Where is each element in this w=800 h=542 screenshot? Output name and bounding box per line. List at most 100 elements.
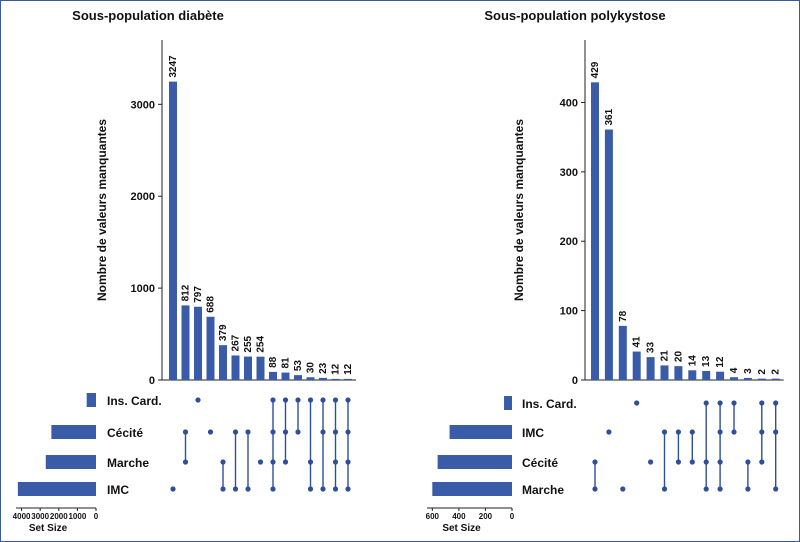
- y-tick-label: 200: [560, 236, 578, 248]
- intersection-bar: [660, 365, 669, 380]
- bar-value-label: 3247: [168, 55, 179, 78]
- intersection-dot: [270, 459, 276, 465]
- set-size-tick-label: 4000: [13, 512, 31, 521]
- bar-value-label: 30: [306, 362, 317, 374]
- intersection-dot: [332, 397, 339, 403]
- intersection-bar: [206, 316, 215, 380]
- intersection-dot: [773, 400, 779, 406]
- intersection-bar: [632, 351, 641, 380]
- intersection-bar: [771, 378, 780, 380]
- intersection-dot: [295, 397, 301, 403]
- bar-value-label: 254: [256, 336, 267, 353]
- intersection-bar: [306, 377, 315, 380]
- bar-value-label: 3: [743, 368, 754, 374]
- intersection-dot: [759, 459, 765, 465]
- intersection-bar: [281, 372, 290, 380]
- bar-value-label: 2: [771, 369, 782, 375]
- set-size-tick-label: 600: [426, 512, 440, 521]
- intersection-dot: [689, 459, 695, 465]
- bar-value-label: 812: [181, 284, 192, 301]
- set-label: Cécité: [522, 456, 558, 470]
- y-tick-label: 0: [149, 375, 155, 387]
- set-size-bar: [17, 482, 96, 496]
- intersection-dot: [717, 429, 723, 435]
- intersection-dot: [332, 486, 339, 492]
- intersection-dot: [345, 459, 351, 465]
- set-size-tick-label: 1000: [68, 512, 86, 521]
- intersection-dot: [220, 459, 226, 465]
- intersection-dot: [282, 459, 289, 465]
- bar-value-label: 14: [687, 355, 698, 367]
- intersection-dot: [675, 459, 682, 465]
- intersection-dot: [745, 459, 751, 465]
- set-label: Ins. Card.: [522, 397, 577, 411]
- bar-value-label: 41: [632, 336, 643, 348]
- bar-value-label: 12: [331, 363, 342, 375]
- intersection-bar: [294, 375, 302, 380]
- intersection-dot: [745, 486, 751, 492]
- set-size-bar: [504, 396, 512, 410]
- set-label: Cécité: [107, 426, 143, 440]
- bar-value-label: 379: [218, 324, 229, 341]
- intersection-dot: [648, 459, 654, 465]
- intersection-dot: [773, 429, 779, 435]
- y-tick-label: 2000: [131, 191, 155, 203]
- intersection-dot: [320, 486, 326, 492]
- bar-value-label: 267: [231, 334, 242, 351]
- bar-value-label: 21: [660, 350, 671, 362]
- set-label: Marche: [522, 483, 564, 497]
- intersection-dot: [307, 397, 314, 403]
- intersection-dot: [170, 486, 176, 492]
- set-size-bar: [86, 393, 96, 407]
- set-size-bar: [45, 455, 96, 469]
- intersection-dot: [620, 486, 626, 492]
- bar-value-label: 361: [604, 108, 615, 125]
- intersection-bar: [674, 366, 683, 380]
- intersection-bar: [231, 355, 240, 380]
- set-size-tick-label: 2000: [50, 512, 68, 521]
- intersection-dot: [689, 429, 695, 435]
- intersection-dot: [232, 429, 239, 435]
- set-label: Ins. Card.: [107, 394, 162, 408]
- bar-value-label: 88: [268, 356, 279, 368]
- intersection-dot: [345, 397, 351, 403]
- intersection-bar: [344, 378, 352, 380]
- bar-value-label: 81: [281, 357, 292, 369]
- chart-title: Sous-population polykystose: [484, 8, 665, 23]
- intersection-dot: [773, 486, 779, 492]
- intersection-dot: [282, 429, 289, 435]
- set-size-axis-label: Set Size: [442, 523, 481, 534]
- intersection-bar: [219, 345, 227, 380]
- intersection-dot: [332, 459, 339, 465]
- y-axis-label: Nombre de valeurs manquantes: [95, 119, 109, 301]
- intersection-dot: [717, 400, 723, 406]
- set-label: IMC: [522, 426, 544, 440]
- set-size-bar: [51, 425, 96, 439]
- intersection-bar: [716, 371, 725, 380]
- bar-value-label: 33: [646, 342, 657, 354]
- intersection-dot: [717, 486, 723, 492]
- set-size-tick-label: 400: [452, 512, 466, 521]
- intersection-dot: [634, 400, 640, 406]
- chart-title: Sous-population diabète: [72, 8, 224, 23]
- intersection-bar: [591, 82, 599, 380]
- intersection-bar: [256, 356, 265, 380]
- y-tick-label: 300: [560, 167, 578, 179]
- intersection-dot: [307, 486, 314, 492]
- intersection-bar: [757, 378, 766, 380]
- intersection-bar: [181, 305, 190, 380]
- bar-value-label: 4: [729, 367, 740, 373]
- intersection-bar: [319, 377, 327, 380]
- set-size-tick-label: 200: [479, 512, 493, 521]
- intersection-dot: [270, 397, 276, 403]
- bar-value-label: 13: [701, 355, 712, 367]
- bar-value-label: 20: [673, 351, 684, 363]
- intersection-dot: [717, 459, 723, 465]
- intersection-dot: [207, 429, 214, 435]
- intersection-dot: [295, 429, 301, 435]
- intersection-bar: [730, 377, 738, 380]
- intersection-bar: [194, 306, 202, 380]
- intersection-bar: [618, 325, 627, 380]
- intersection-dot: [182, 429, 189, 435]
